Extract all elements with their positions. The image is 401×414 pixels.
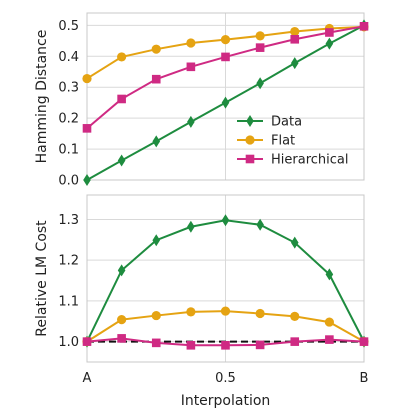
data-point-flat [290, 311, 300, 321]
data-point-flat [82, 73, 92, 84]
data-point-hierarchical [151, 338, 161, 348]
data-point-hierarchical [359, 337, 369, 346]
data-point-flat [324, 317, 334, 327]
x-axis-label: Interpolation [181, 393, 271, 409]
data-point-flat [117, 52, 127, 62]
y-tick-label: 1.3 [58, 213, 79, 228]
data-point-data [187, 115, 195, 128]
data-point-flat [290, 26, 300, 37]
data-point-hierarchical [255, 43, 265, 52]
data-point-flat [186, 38, 196, 48]
data-point-data [152, 135, 161, 148]
data-point-flat [117, 315, 127, 325]
data-point-flat [255, 31, 265, 41]
legend-marker-flat [245, 135, 255, 145]
data-point-hierarchical [117, 334, 126, 343]
data-point-data [256, 77, 264, 90]
y-tick-label: 0.0 [58, 174, 79, 189]
data-point-flat [255, 308, 265, 319]
data-point-data [221, 214, 230, 227]
data-point-hierarchical [186, 62, 196, 72]
y-tick-label: 0.5 [58, 19, 79, 34]
legend-label-flat: Flat [271, 134, 295, 149]
data-point-hierarchical [221, 341, 230, 350]
data-point-flat [151, 310, 161, 321]
data-point-hierarchical [82, 124, 92, 133]
data-point-hierarchical [359, 21, 369, 31]
data-point-flat [151, 44, 161, 54]
y-tick-label: 0.3 [58, 81, 79, 96]
data-point-hierarchical [290, 337, 300, 346]
x-tick-label: A [83, 371, 92, 386]
data-point-hierarchical [255, 340, 265, 350]
data-point-hierarchical [221, 52, 230, 62]
data-point-data [325, 37, 334, 50]
data-point-data [256, 218, 264, 231]
y-tick-label: 1.2 [58, 254, 79, 269]
data-point-hierarchical [325, 335, 334, 344]
plot-frame [86, 12, 365, 181]
data-point-data [290, 236, 299, 249]
y-axis-label: Relative LM Cost [34, 220, 50, 337]
plot-frame [86, 194, 365, 363]
y-tick-label: 0.4 [58, 50, 79, 65]
data-point-data [187, 220, 195, 233]
x-tick-label: B [360, 371, 369, 386]
data-point-data [83, 174, 91, 186]
data-point-data [325, 268, 334, 281]
legend-marker-data [246, 115, 254, 127]
legend-label-data: Data [271, 115, 302, 130]
data-point-data [117, 264, 126, 277]
data-point-hierarchical [186, 341, 196, 350]
x-tick-label: 0.5 [215, 371, 236, 386]
data-point-data [117, 154, 126, 167]
data-point-hierarchical [325, 28, 334, 37]
data-point-data [221, 96, 230, 109]
legend-marker-hierarchical [245, 154, 255, 164]
y-tick-label: 1.0 [58, 335, 79, 350]
data-point-hierarchical [117, 94, 126, 104]
y-tick-label: 1.1 [58, 294, 79, 309]
data-point-data [152, 234, 161, 247]
y-axis-label: Hamming Distance [34, 30, 50, 164]
data-point-flat [220, 34, 231, 45]
data-point-hierarchical [82, 337, 92, 346]
y-tick-label: 0.1 [58, 143, 79, 158]
data-point-hierarchical [290, 34, 300, 44]
data-point-data [290, 57, 299, 70]
data-point-flat [186, 307, 196, 317]
data-point-hierarchical [151, 74, 161, 84]
y-tick-label: 0.2 [58, 112, 79, 127]
legend-label-hierarchical: Hierarchical [271, 153, 348, 168]
data-point-flat [220, 306, 231, 316]
